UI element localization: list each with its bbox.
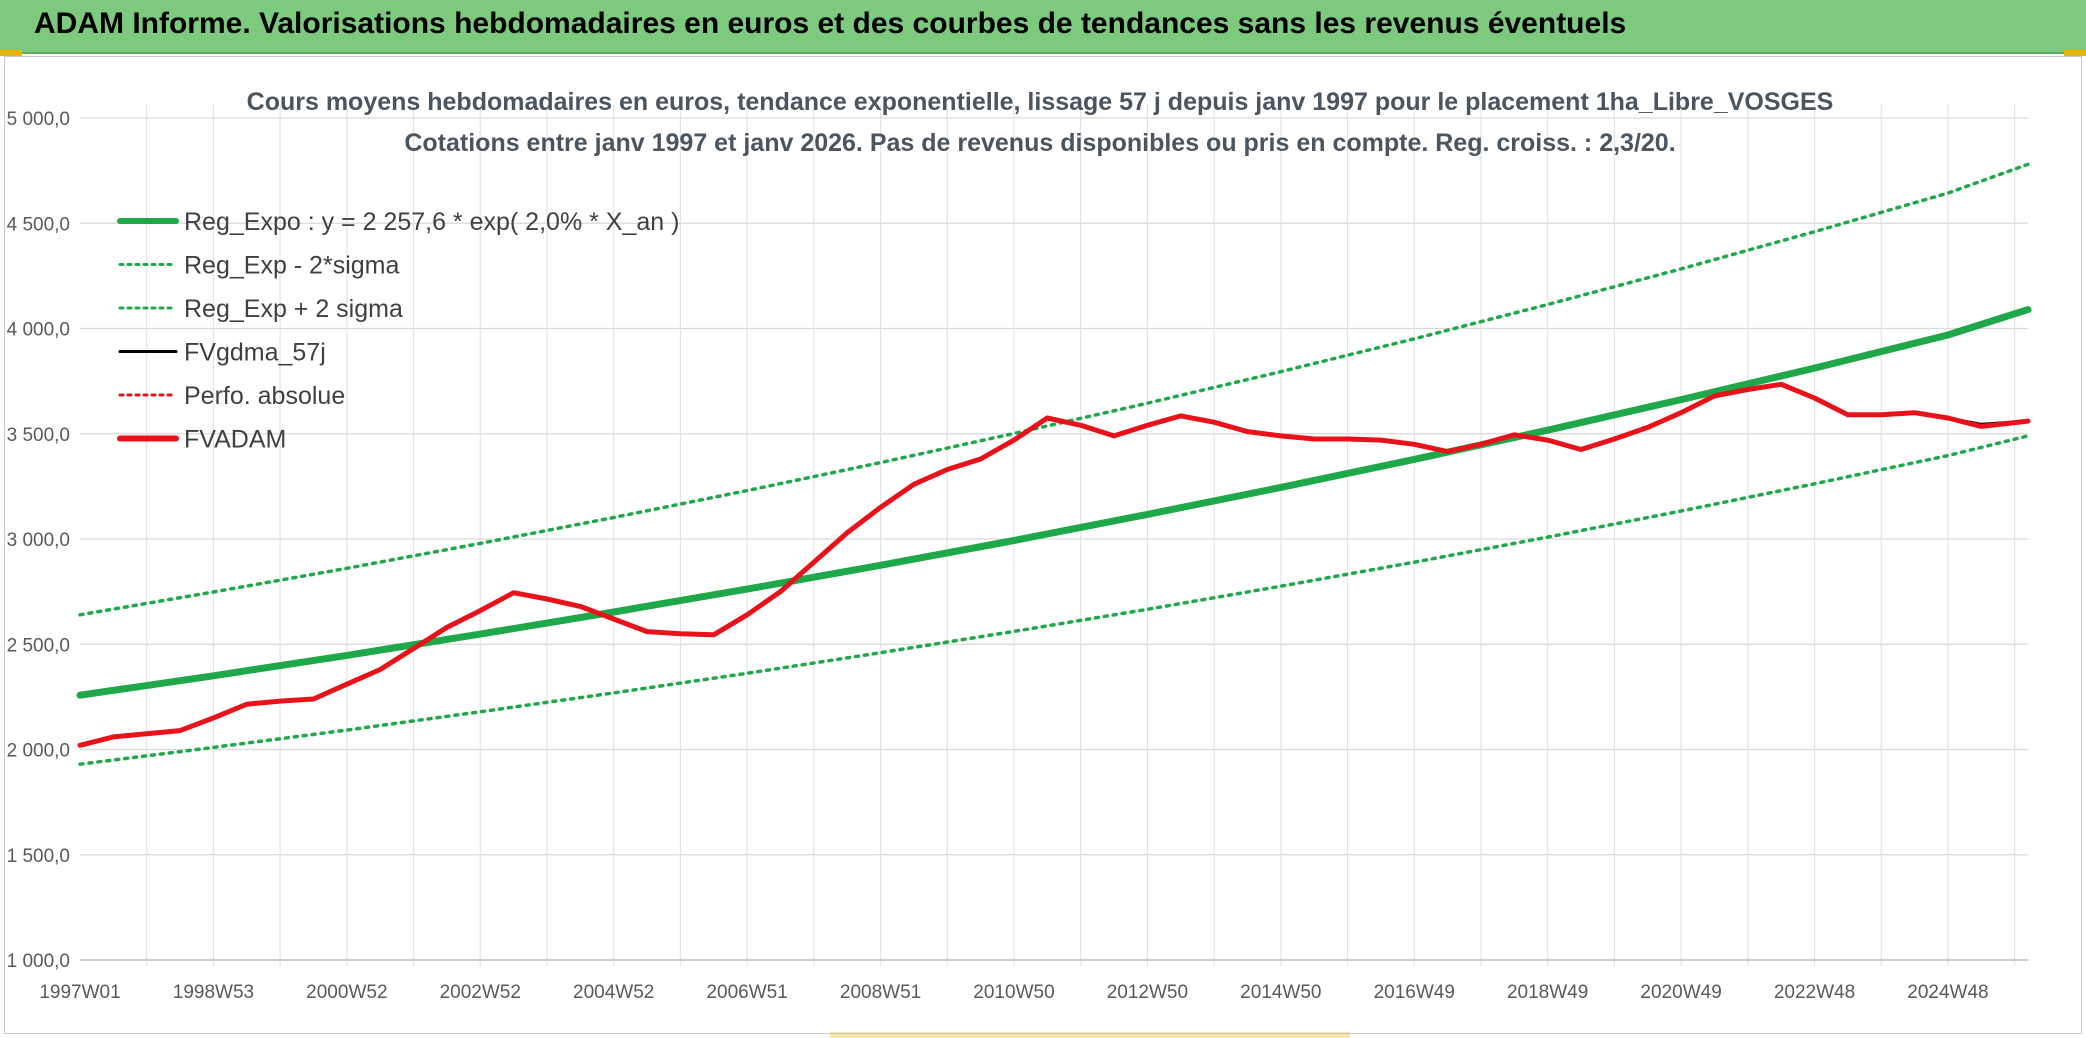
x-tick-label: 2024W48 — [1907, 982, 1988, 1003]
legend: Reg_Expo : y = 2 257,6 * exp( 2,0% * X_a… — [117, 208, 679, 454]
x-tick-label: 2012W50 — [1107, 982, 1188, 1003]
legend-label: Reg_Expo : y = 2 257,6 * exp( 2,0% * X_a… — [184, 208, 679, 236]
x-tick-label: 1998W53 — [173, 982, 254, 1003]
series-line-fvadam — [77, 381, 2031, 748]
legend-label: Reg_Exp + 2 sigma — [184, 295, 403, 323]
x-tick-label: 2004W52 — [573, 982, 654, 1003]
x-tick-label: 2008W51 — [840, 982, 921, 1003]
bottom-marker — [830, 1032, 1350, 1038]
x-tick-label: 2022W48 — [1774, 982, 1855, 1003]
series-lines — [76, 162, 2032, 766]
x-tick-label: 2016W49 — [1374, 982, 1455, 1003]
y-axis-ticks: 1 000,0 1 500,0 2 000,0 2 500,0 3 000,0 3 500… — [7, 109, 70, 972]
legend-label: Perfo. absolue — [184, 382, 345, 410]
report-header: ADAM Informe. Valorisations hebdomadaire… — [0, 0, 2086, 54]
x-tick-label: 1997W01 — [39, 982, 120, 1003]
corner-marker-right — [2064, 50, 2086, 56]
legend-label: FVgdma_57j — [184, 339, 326, 367]
y-tick-label: 1 500,0 — [7, 846, 70, 867]
x-tick-label: 2006W51 — [706, 982, 787, 1003]
grid-lines — [80, 104, 2028, 966]
series-line-reg-exp-2-sigma — [78, 434, 2030, 766]
x-tick-label: 2000W52 — [306, 982, 387, 1003]
y-tick-label: 5 000,0 — [7, 109, 70, 130]
x-tick-label: 2020W49 — [1640, 982, 1721, 1003]
y-tick-label: 3 500,0 — [7, 425, 70, 446]
legend-label: FVADAM — [184, 426, 286, 454]
chart-title-line-1: Cours moyens hebdomadaires en euros, ten… — [247, 88, 1834, 116]
x-tick-label: 2002W52 — [440, 982, 521, 1003]
y-tick-label: 4 500,0 — [7, 214, 70, 235]
legend-label: Reg_Exp - 2*sigma — [184, 252, 399, 280]
corner-marker-left — [0, 50, 22, 56]
series-line-reg-exp-2-sigma — [78, 162, 2030, 617]
y-tick-label: 2 000,0 — [7, 741, 70, 762]
y-tick-label: 4 000,0 — [7, 320, 70, 341]
chart-frame — [4, 56, 2082, 1034]
y-tick-label: 1 000,0 — [7, 951, 70, 972]
x-tick-label: 2014W50 — [1240, 982, 1321, 1003]
x-axis-ticks: 1997W01 1998W53 2000W52 2002W52 2004W52 2006W… — [39, 982, 1988, 1003]
chart-title-line-2: Cotations entre janv 1997 et janv 2026. … — [404, 129, 1675, 157]
x-tick-label: 2010W50 — [973, 982, 1054, 1003]
x-tick-label: 2018W49 — [1507, 982, 1588, 1003]
report-title: ADAM Informe. Valorisations hebdomadaire… — [34, 7, 1627, 40]
y-tick-label: 2 500,0 — [7, 635, 70, 656]
series-line-reg-expo — [76, 306, 2032, 699]
y-tick-label: 3 000,0 — [7, 530, 70, 551]
